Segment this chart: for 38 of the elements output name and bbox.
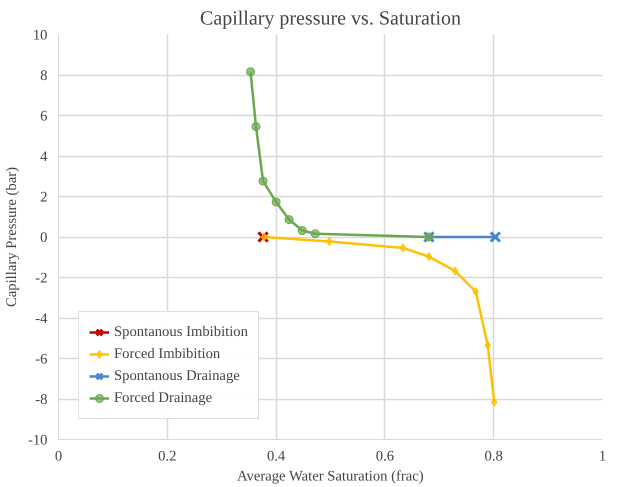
point	[260, 232, 268, 242]
y-tick-label: -10	[28, 432, 48, 448]
point	[272, 197, 281, 206]
y-tick-label: -8	[35, 392, 48, 408]
y-tick-label: -4	[35, 311, 48, 327]
y-tick-label: -2	[35, 270, 48, 286]
point	[326, 236, 333, 246]
y-axis-title: Capillary Pressure (bar)	[4, 166, 20, 307]
point	[246, 67, 256, 76]
point	[298, 226, 307, 236]
legend-label: Forced Imbibition	[114, 346, 220, 362]
chart-title: Capillary pressure vs. Saturation	[200, 8, 462, 30]
x-tick-label: 0.8	[484, 448, 503, 464]
legend-label: Forced Drainage	[114, 390, 212, 406]
point	[251, 122, 260, 131]
x-tick-label: 0.6	[376, 448, 394, 464]
y-tick-label: 4	[40, 149, 48, 165]
x-tick-label: 0	[54, 448, 62, 464]
x-tick-label: 1	[598, 448, 606, 464]
point	[258, 176, 268, 186]
y-tick-label: 0	[40, 230, 48, 246]
x-axis-title: Average Water Saturation (frac)	[237, 468, 424, 484]
point	[310, 229, 320, 238]
y-tick-label: 10	[32, 28, 48, 44]
point	[489, 230, 502, 244]
point	[452, 266, 458, 276]
legend-label: Spontanous Drainage	[114, 368, 240, 384]
x-tick-label: 0.4	[266, 448, 286, 464]
point	[256, 230, 270, 244]
point	[426, 252, 432, 262]
x-tick-label: 0.2	[158, 448, 176, 464]
y-tick-label: 8	[40, 68, 48, 84]
legend-label: Spontanous Imbibition	[114, 324, 248, 340]
point	[400, 243, 406, 252]
point	[284, 215, 294, 224]
y-tick-label: -6	[35, 352, 48, 368]
y-tick-label: 6	[40, 108, 48, 124]
y-tick-label: 2	[40, 190, 48, 206]
